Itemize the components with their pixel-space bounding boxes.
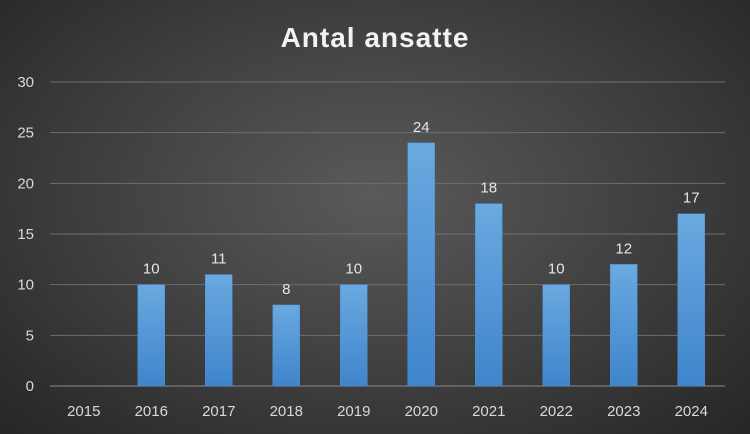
y-tick-label: 15 [17,226,34,243]
y-tick-label: 10 [17,277,34,294]
bar-2023 [610,264,638,387]
x-tick-label-2024: 2024 [675,403,708,420]
x-tick-label-2023: 2023 [607,403,640,420]
data-label-2022: 10 [548,261,565,278]
bar-2024 [677,213,705,387]
chart-title: Antal ansatte [281,22,470,53]
bar-2018 [272,304,300,387]
data-label-2023: 12 [615,240,632,257]
bar-2017 [205,274,233,387]
bar-2020 [407,142,435,387]
y-axis: 0 5 10 15 20 25 30 [17,74,34,395]
y-tick-label: 25 [17,125,34,142]
x-tick-label-2021: 2021 [472,403,505,420]
x-tick-label-2022: 2022 [540,403,573,420]
y-tick-label: 30 [17,74,34,91]
data-label-2024: 17 [683,190,700,207]
y-tick-label: 0 [26,378,34,395]
bars [137,142,705,387]
x-tick-label-2015: 2015 [67,403,100,420]
x-tick-label-2016: 2016 [135,403,168,420]
data-label-2021: 18 [480,180,497,197]
x-tick-label-2018: 2018 [270,403,303,420]
data-label-2019: 10 [345,261,362,278]
data-labels: 10 11 8 10 24 18 10 12 17 [143,119,700,298]
x-axis: 2015 2016 2017 2018 2019 2020 2021 2022 2023 2024 [67,403,708,420]
bar-2019 [340,284,368,387]
x-tick-label-2019: 2019 [337,403,370,420]
y-tick-label: 5 [26,327,34,344]
data-label-2017: 11 [211,251,227,268]
bar-2021 [475,203,503,387]
bar-2022 [542,284,570,387]
x-tick-label-2020: 2020 [405,403,438,420]
y-tick-label: 20 [17,175,34,192]
data-label-2018: 8 [282,281,290,298]
bar-2016 [137,284,165,387]
data-label-2016: 10 [143,261,160,278]
x-tick-label-2017: 2017 [202,403,235,420]
data-label-2020: 24 [413,119,430,136]
